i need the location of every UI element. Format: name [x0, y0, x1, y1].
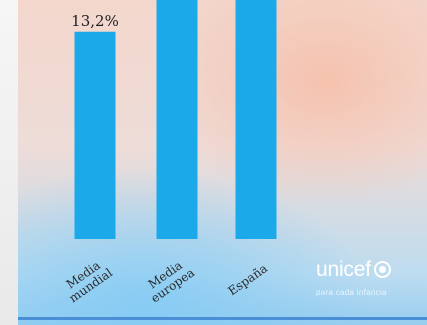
bar-1 [156, 0, 198, 240]
bar-0 [74, 31, 116, 240]
category-label-0: Mediamundial [59, 255, 115, 306]
unicef-emblem-icon [373, 261, 391, 278]
logo-tagline: para cada infancia [316, 288, 387, 297]
page-margin [0, 0, 18, 325]
category-label-1: Mediaeuropea [141, 255, 197, 306]
bar-value-label-0: 13,2% [71, 12, 119, 30]
bar-chart: 13,2%16,3% MediamundialMediaeuropeaEspañ… [59, 0, 277, 306]
unicef-logo: unicef para cada infancia [316, 258, 391, 297]
bar-2 [235, 0, 277, 239]
logo-wordmark: unicef [316, 258, 371, 281]
infographic-card: 13,2%16,3% MediamundialMediaeuropeaEspañ… [18, 0, 427, 325]
bottom-divider [18, 317, 427, 320]
category-label-2: España [225, 261, 270, 298]
